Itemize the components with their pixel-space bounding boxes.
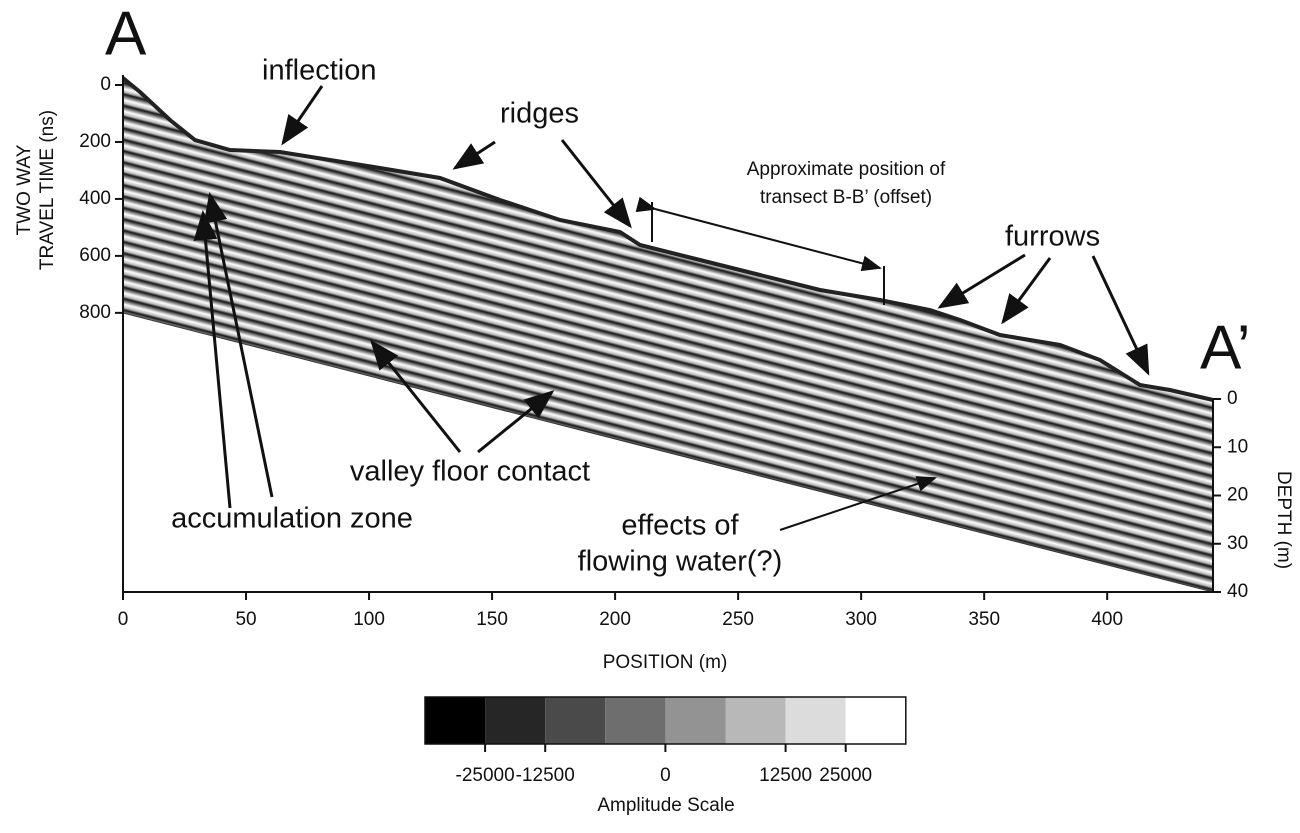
colorbar-tick-label: 25000	[819, 765, 872, 786]
x-tick-label: 400	[1091, 609, 1123, 630]
colorbar-cell	[845, 697, 906, 744]
x-tick-label: 350	[968, 609, 1000, 630]
annotation: furrows	[1005, 221, 1100, 253]
arrows	[193, 85, 1150, 531]
x-tick-label: 150	[476, 609, 508, 630]
y-axis-label: TRAVEL TIME (ns)	[37, 110, 58, 270]
annotation: accumulation zone	[171, 503, 413, 535]
y2-tick-label: 20	[1227, 485, 1248, 506]
y-tick-label: 600	[79, 245, 111, 266]
y-tick-label: 0	[100, 74, 111, 95]
x-axis-label: POSITION (m)	[603, 652, 728, 673]
x-tick-label: 250	[722, 609, 754, 630]
colorbar-tick-label: 12500	[759, 765, 812, 786]
y-tick-label: 200	[79, 131, 111, 152]
colorbar-tick-label: 0	[660, 765, 671, 786]
annotation: Approximate position of	[747, 159, 946, 180]
colorbar-cell	[605, 697, 666, 744]
colorbar-cell	[425, 697, 486, 744]
y2-tick-label: 10	[1227, 436, 1248, 457]
y-tick-label: 800	[79, 302, 111, 323]
annotation: flowing water(?)	[578, 546, 783, 578]
colorbar-cell	[785, 697, 846, 744]
x-tick-label: 50	[235, 609, 256, 630]
x-tick-label: 100	[353, 609, 385, 630]
annotation: valley floor contact	[350, 456, 590, 488]
colorbar-cell	[485, 697, 546, 744]
colorbar-cell	[665, 697, 726, 744]
annotation: inflection	[262, 55, 376, 87]
annotation: effects of	[621, 510, 739, 542]
y2-tick-label: 30	[1227, 533, 1248, 554]
colorbar-tick-label: -12500	[516, 765, 575, 786]
panel-label: A’	[1200, 313, 1251, 382]
y-tick-label: 400	[79, 188, 111, 209]
y2-axis-label: DEPTH (m)	[1273, 471, 1294, 569]
panel-label: A	[105, 0, 147, 68]
x-tick-label: 0	[118, 609, 129, 630]
y-axis-label: TWO WAY	[14, 144, 35, 235]
annotation: ridges	[500, 98, 579, 130]
x-tick-label: 300	[845, 609, 877, 630]
colorbar-cell	[725, 697, 786, 744]
colorbar-cell	[545, 697, 606, 744]
annotation: transect B-B’ (offset)	[760, 187, 932, 208]
x-tick-label: 200	[599, 609, 631, 630]
colorbar-label: Amplitude Scale	[597, 795, 734, 816]
y2-tick-label: 40	[1227, 581, 1248, 602]
colorbar-tick-label: -25000	[456, 765, 515, 786]
y2-tick-label: 0	[1227, 388, 1238, 409]
